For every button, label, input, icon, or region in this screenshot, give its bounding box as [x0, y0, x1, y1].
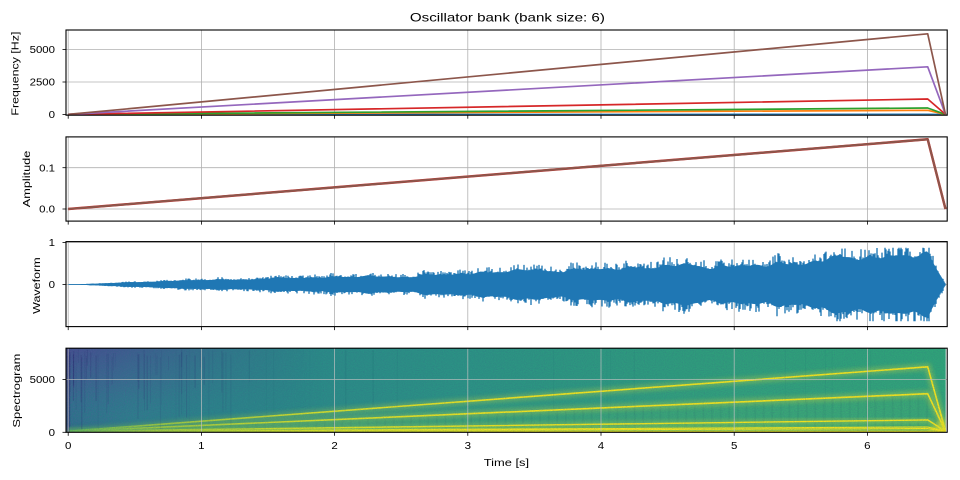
svg-text:Frequency [Hz]: Frequency [Hz] — [11, 31, 22, 115]
svg-text:0: 0 — [49, 110, 56, 121]
svg-text:3: 3 — [465, 441, 472, 452]
svg-text:2500: 2500 — [30, 78, 56, 89]
svg-text:0: 0 — [49, 280, 56, 291]
svg-text:1: 1 — [198, 441, 205, 452]
svg-text:4: 4 — [598, 441, 605, 452]
svg-text:Waveform: Waveform — [32, 257, 43, 314]
svg-text:0: 0 — [49, 428, 56, 439]
svg-text:5000: 5000 — [30, 375, 56, 386]
svg-text:5: 5 — [731, 441, 738, 452]
svg-text:0.1: 0.1 — [39, 163, 55, 174]
svg-text:Spectrogram: Spectrogram — [12, 354, 23, 428]
svg-text:Time [s]: Time [s] — [484, 458, 530, 469]
svg-text:0: 0 — [65, 441, 72, 452]
svg-text:Oscillator bank (bank size: 6): Oscillator bank (bank size: 6) — [410, 10, 605, 24]
svg-text:2: 2 — [331, 441, 338, 452]
svg-text:Amplitude: Amplitude — [22, 150, 33, 207]
svg-text:1: 1 — [49, 238, 56, 249]
svg-text:0.0: 0.0 — [39, 205, 55, 216]
svg-text:6: 6 — [864, 441, 871, 452]
svg-text:5000: 5000 — [30, 45, 56, 56]
